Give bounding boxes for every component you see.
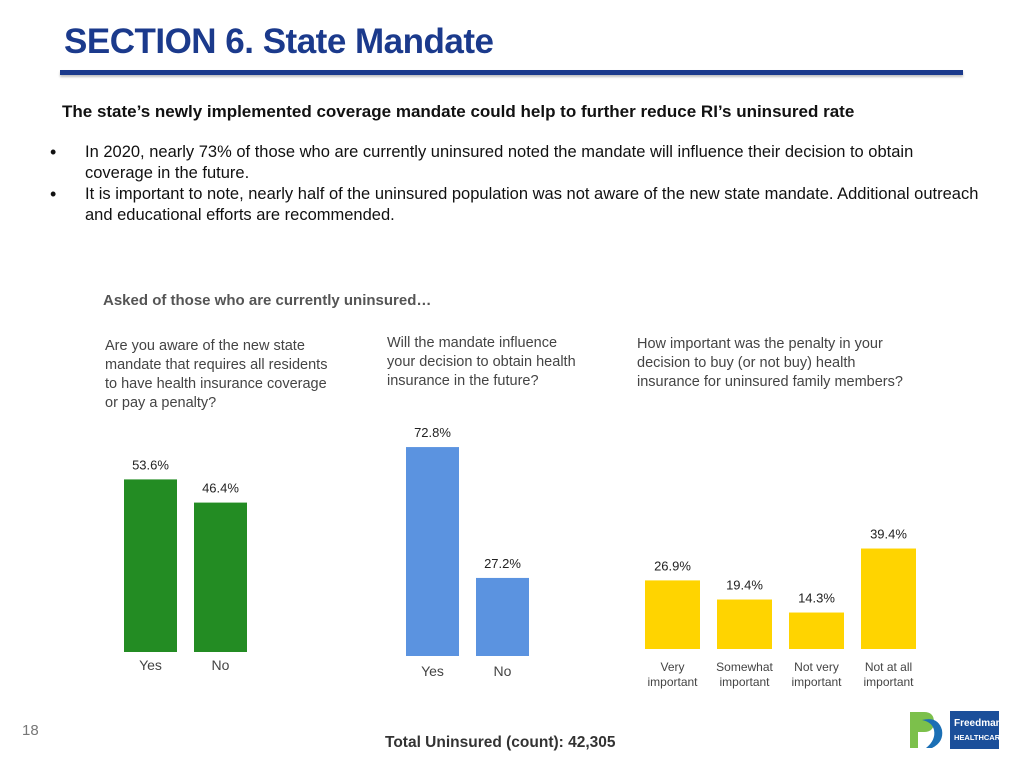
chart-3-bar bbox=[861, 548, 916, 649]
bullet-text: It is important to note, nearly half of … bbox=[85, 185, 979, 224]
chart-3-category-label: Very important bbox=[647, 660, 698, 689]
chart-1-data-label: 53.6% bbox=[132, 457, 169, 472]
chart-1-bar bbox=[124, 479, 177, 652]
bullet-item: • In 2020, nearly 73% of those who are c… bbox=[50, 142, 980, 184]
chart-3-data-label: 26.9% bbox=[654, 558, 691, 573]
chart-2-data-label: 72.8% bbox=[414, 425, 451, 440]
freedman-logo: Freedman HEALTHCARE bbox=[910, 711, 1000, 749]
asked-label: Asked of those who are currently uninsur… bbox=[103, 292, 432, 309]
bullet-dot-icon: • bbox=[50, 184, 57, 204]
chart-2-category-label: No bbox=[494, 663, 512, 679]
chart-3-data-label: 19.4% bbox=[726, 578, 763, 593]
chart-3-question: How important was the penalty in your de… bbox=[637, 336, 903, 390]
chart-3-data-label: 39.4% bbox=[870, 527, 907, 542]
chart-3-category-label: Not very important bbox=[791, 660, 842, 689]
chart-2-bar bbox=[406, 447, 459, 656]
chart-2-question: Will the mandate influence your decision… bbox=[387, 335, 576, 389]
chart-3-bar bbox=[789, 612, 844, 649]
chart-3-category-label: Somewhat important bbox=[716, 660, 773, 689]
chart-2-category-label: Yes bbox=[421, 663, 444, 679]
page-title: SECTION 6. State Mandate bbox=[64, 22, 494, 61]
chart-1-data-label: 46.4% bbox=[202, 481, 239, 496]
chart-1-question: Are you aware of the new state mandate t… bbox=[105, 338, 328, 411]
title-divider bbox=[60, 70, 963, 75]
chart-3-bar bbox=[717, 599, 772, 649]
chart-2-bar bbox=[476, 577, 529, 656]
bullet-dot-icon: • bbox=[50, 142, 57, 162]
chart-1-bar bbox=[194, 502, 247, 652]
chart-1-category-label: Yes bbox=[139, 657, 162, 673]
bullet-item: • It is important to note, nearly half o… bbox=[50, 184, 980, 226]
page-number: 18 bbox=[22, 722, 39, 739]
chart-2-data-label: 27.2% bbox=[484, 556, 521, 571]
logo-text: Freedman HEALTHCARE bbox=[954, 718, 1000, 742]
page-subtitle: The state’s newly implemented coverage m… bbox=[62, 102, 855, 121]
chart-3-category-label: Not at all important bbox=[863, 660, 914, 689]
chart-1-category-label: No bbox=[212, 657, 230, 673]
bullet-text: In 2020, nearly 73% of those who are cur… bbox=[85, 143, 914, 182]
chart-3-bar bbox=[645, 580, 700, 649]
total-uninsured: Total Uninsured (count): 42,305 bbox=[385, 734, 616, 751]
bullet-list: • In 2020, nearly 73% of those who are c… bbox=[50, 142, 980, 226]
chart-3-data-label: 14.3% bbox=[798, 591, 835, 606]
